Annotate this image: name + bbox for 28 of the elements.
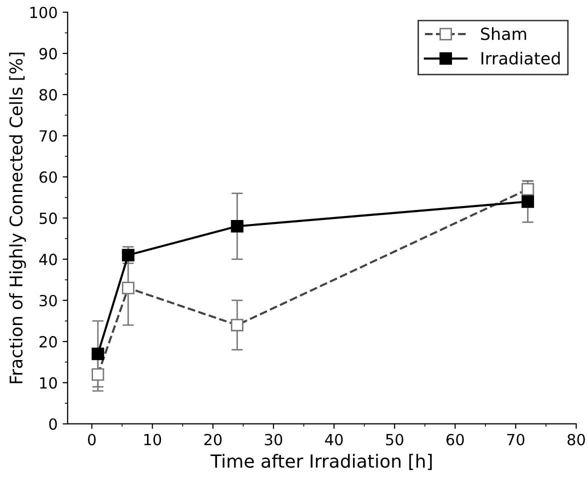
point — [522, 195, 534, 208]
x-tick-label: 20 — [204, 434, 222, 446]
y-tick-label: 20 — [40, 336, 57, 348]
point — [122, 248, 134, 262]
y-tick-label: 70 — [40, 130, 57, 142]
y-tick-label: 90 — [39, 48, 57, 60]
x-axis-title: Time after Irradiation [h] — [210, 454, 432, 470]
x-tick-label: 40 — [325, 434, 343, 446]
x-tick-label: 60 — [446, 434, 464, 446]
y-tick-label: 80 — [39, 89, 57, 101]
point — [92, 348, 104, 360]
y-tick-label: 0 — [49, 418, 57, 430]
x-tick-label: 80 — [568, 434, 585, 446]
y-axis-title: Fraction of Highly Connected Cells [%] — [9, 52, 26, 384]
x-tick-label: 30 — [264, 434, 282, 446]
x-tick-label: 10 — [144, 434, 162, 446]
x-tick-label: 50 — [386, 434, 404, 446]
legend-label: Sham — [481, 27, 526, 40]
y-tick-label: 40 — [39, 254, 57, 266]
y-tick-label: 60 — [40, 171, 57, 183]
x-tick-label: 70 — [507, 434, 524, 446]
legend-label: Irradiated — [482, 52, 560, 65]
x-tick-label: 0 — [88, 434, 96, 446]
point — [230, 220, 244, 233]
y-tick-label: 10 — [40, 377, 57, 389]
y-tick-label: 30 — [40, 294, 57, 306]
y-tick-label: 100 — [30, 6, 57, 18]
y-tick-label: 50 — [40, 212, 57, 224]
